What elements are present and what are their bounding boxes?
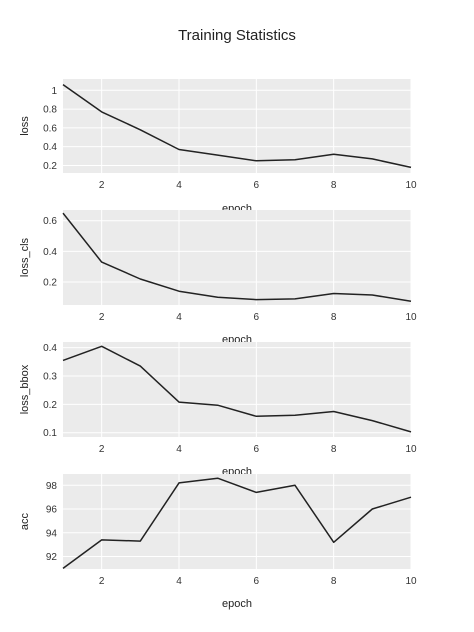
y-tick-label: 1 [51,86,57,97]
y-tick-label: 0.2 [43,400,57,411]
x-tick-label: 2 [99,444,105,455]
data-point [294,484,297,487]
y-axis-title: loss_bbox [19,364,31,414]
data-point [410,496,413,499]
data-point [62,83,65,86]
data-point [100,538,103,541]
data-point [139,128,142,131]
y-tick-label: 0.4 [43,247,57,258]
data-point [410,166,413,169]
x-tick-label: 2 [99,180,105,191]
plot-background [63,342,411,437]
y-axis-title: acc [19,512,31,530]
x-tick-label: 4 [176,576,182,587]
y-axis-title: loss [19,116,31,136]
series-line-loss-bbox [62,345,412,433]
y-tick-label: 0.3 [43,372,57,383]
plot-background [63,79,411,173]
data-point [294,414,297,417]
x-tick-label: 8 [331,312,337,323]
data-point [178,481,181,484]
subplot-acc: 2 4 6 8 10 92 94 96 98 epoch acc [19,474,417,610]
data-point [216,477,219,480]
x-tick-label: 2 [99,576,105,587]
data-point [255,298,258,301]
data-point [216,296,219,299]
data-point [371,419,374,422]
data-point [371,294,374,297]
data-point [255,159,258,162]
x-tick-label: 6 [254,576,260,587]
x-tick-label: 6 [254,312,260,323]
y-tick-label: 0.6 [43,123,57,134]
series-line-loss-cls [62,212,412,302]
data-point [139,365,142,368]
data-point [100,261,103,264]
data-point [332,410,335,413]
data-point [294,158,297,161]
y-tick-label: 0.2 [43,161,57,172]
y-axis-title: loss_cls [19,237,31,277]
x-tick-label: 6 [254,180,260,191]
y-tick-label: 0.8 [43,105,57,116]
x-tick-label: 6 [254,444,260,455]
x-tick-label: 2 [99,312,105,323]
y-tick-label: 0.2 [43,278,57,289]
x-axis-title: epoch [222,598,252,610]
data-point [332,153,335,156]
data-point [178,401,181,404]
subplot-panels: 2 4 6 8 10 0.2 0.4 0.6 0.8 1 epoch loss 2 4 6 8 10 0.2 0.4… [19,79,417,610]
y-tick-label: 94 [46,528,58,539]
x-tick-label: 10 [405,444,417,455]
x-tick-label: 8 [331,444,337,455]
y-tick-label: 0.1 [43,428,57,439]
figure-title: Training Statistics [178,27,296,44]
x-tick-label: 4 [176,180,182,191]
data-point [371,157,374,160]
y-tick-label: 96 [46,505,58,516]
series-line-acc [62,477,412,570]
data-point [178,148,181,151]
plot-background [63,474,411,569]
x-tick-label: 10 [405,180,417,191]
x-tick-label: 8 [331,576,337,587]
y-tick-label: 0.6 [43,216,57,227]
data-point [100,345,103,348]
data-point [62,359,65,362]
data-point [178,290,181,293]
x-tick-label: 10 [405,312,417,323]
plot-background [63,210,411,305]
y-tick-label: 92 [46,552,58,563]
data-point [216,154,219,157]
data-point [100,110,103,113]
data-point [255,415,258,418]
data-point [410,430,413,433]
data-point [139,540,142,543]
data-point [332,292,335,295]
x-tick-label: 8 [331,180,337,191]
x-tick-label: 4 [176,444,182,455]
x-tick-label: 4 [176,312,182,323]
x-tick-label: 10 [405,576,417,587]
y-tick-label: 0.4 [43,142,57,153]
series-line-loss [62,83,412,169]
y-tick-label: 0.4 [43,343,57,354]
data-point [410,300,413,303]
data-point [139,277,142,280]
data-point [62,567,65,570]
data-point [294,297,297,300]
data-point [216,404,219,407]
data-point [62,212,65,215]
data-point [255,491,258,494]
data-point [332,541,335,544]
y-tick-label: 98 [46,481,58,492]
data-point [371,508,374,511]
